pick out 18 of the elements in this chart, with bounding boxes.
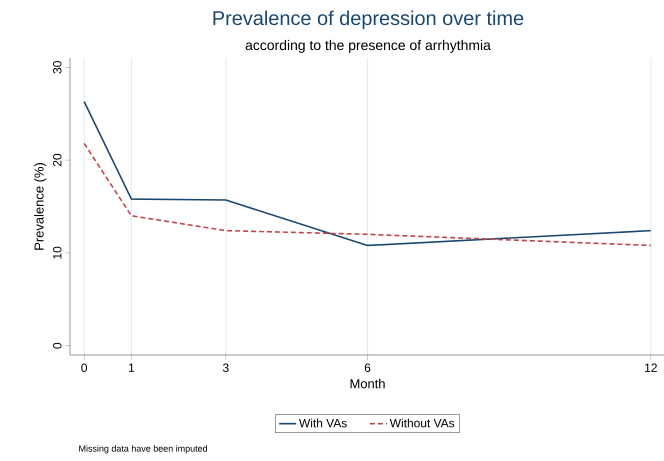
- x-tick-label: 12: [645, 364, 657, 372]
- y-axis-title: Prevalence (%): [34, 163, 46, 250]
- x-tick-label: 6: [364, 364, 370, 372]
- y-tick-label: 30: [53, 61, 62, 74]
- text: Missing data have been imputed: [79, 445, 208, 454]
- line-series: [83, 142, 652, 246]
- x-tick-label: 3: [222, 364, 229, 372]
- legend-label: Without VAs: [390, 418, 454, 428]
- y-tick-label: 20: [53, 154, 62, 166]
- x-tick-label: 0: [81, 364, 88, 372]
- chart-subtitle: according to the presence of arrhythmia: [246, 40, 491, 53]
- y-tick-label: 0: [53, 342, 62, 349]
- chart-title: Prevalence of depression over time: [213, 10, 524, 30]
- x-axis-title: Month: [350, 378, 385, 388]
- y-tick-label: 10: [53, 246, 62, 259]
- x-tick-label: 1: [128, 364, 134, 372]
- line-series: [83, 100, 652, 246]
- legend-label: With VAs: [299, 418, 347, 428]
